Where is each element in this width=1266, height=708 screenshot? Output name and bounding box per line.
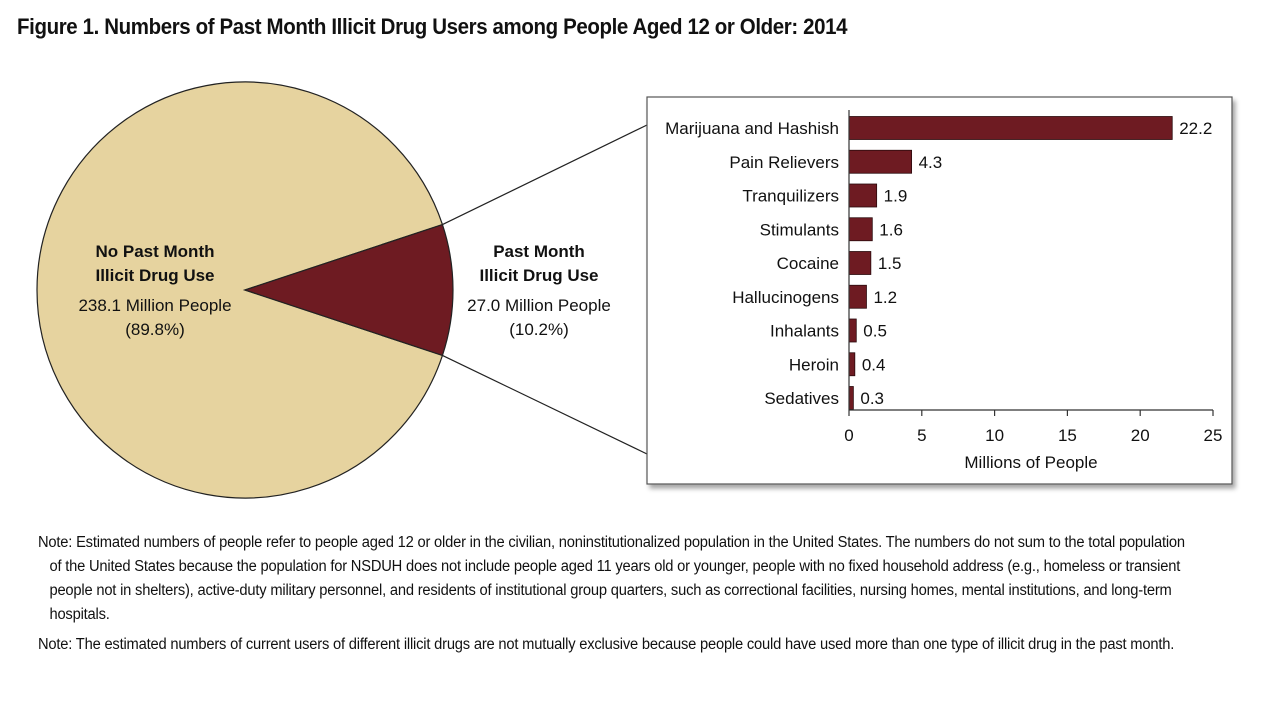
bar-sedatives [848,386,854,410]
pie-label-past-month-line2: Illicit Drug Use [479,266,598,285]
note-text-2: Note: The estimated numbers of current u… [38,636,1175,653]
pie-value-no-past-month: 238.1 Million People [78,296,231,315]
bar-tranquilizers [848,183,878,208]
bar-x-tick-label-25: 25 [1204,426,1223,445]
bar-x-tick-label-10: 10 [985,426,1004,445]
bar-value-label-pain-relievers: 4.3 [919,153,943,172]
connector-line-bottom [442,354,648,455]
pie-chart [36,81,454,499]
bar-value-label-hallucinogens: 1.2 [873,288,897,307]
bar-x-tick-label-20: 20 [1131,426,1150,445]
pie-label-past-month-line1: Past Month [493,242,585,261]
pie-slice-no-past-month-use [36,81,444,499]
bar-stimulants [848,217,873,242]
bar-pain-relievers [848,149,913,174]
connector-line-top [442,124,648,226]
pie-slice-past-month-use [243,223,454,357]
pie-label-no-past-month-use: No Past Month Illicit Drug Use 238.1 Mil… [78,242,231,339]
bar-value-label-inhalants: 0.5 [863,322,887,341]
bar-value-label-tranquilizers: 1.9 [884,187,908,206]
bar-category-label-pain-relievers: Pain Relievers [729,153,839,172]
pie-label-past-month-use: Past Month Illicit Drug Use 27.0 Million… [467,242,611,339]
note-text-1: Note: Estimated numbers of people refer … [38,534,1185,623]
bar-marijuana-and-hashish [848,116,1173,140]
bar-chart-panel [646,96,1233,485]
bar-value-label-sedatives: 0.3 [860,389,884,408]
note-not-exclusive: Note: The estimated numbers of current u… [38,633,1194,657]
pie-pct-no-past-month: (89.8%) [125,320,185,339]
bar-value-label-marijuana-and-hashish: 22.2 [1179,119,1212,138]
bar-category-label-hallucinogens: Hallucinogens [732,288,839,307]
bar-category-label-stimulants: Stimulants [760,220,839,239]
bar-x-tick-label-5: 5 [917,426,926,445]
bar-x-axis-label: Millions of People [964,453,1097,472]
bar-category-label-cocaine: Cocaine [777,254,839,273]
bar-category-label-sedatives: Sedatives [764,389,839,408]
bar-x-tick-label-0: 0 [844,426,853,445]
pie-label-no-past-month-line1: No Past Month [96,242,215,261]
pie-label-no-past-month-line2: Illicit Drug Use [95,266,214,285]
bar-chart: Marijuana and Hashish 22.2 Pain Relievers 4… [665,110,1222,445]
note-civilian-population: Note: Estimated numbers of people refer … [38,531,1194,627]
bar-inhalants [848,318,857,343]
bar-category-label-marijuana-and-hashish: Marijuana and Hashish [665,119,839,138]
bar-cocaine [848,251,872,275]
bar-category-label-heroin: Heroin [789,355,839,374]
bar-hallucinogens [848,284,867,309]
bar-category-label-inhalants: Inhalants [770,322,839,341]
bar-value-label-stimulants: 1.6 [879,220,903,239]
figure-title: Figure 1. Numbers of Past Month Illicit … [17,14,848,39]
pie-value-past-month: 27.0 Million People [467,296,611,315]
bar-x-tick-label-15: 15 [1058,426,1077,445]
bar-heroin [848,352,856,377]
bar-value-label-heroin: 0.4 [862,355,886,374]
bar-value-label-cocaine: 1.5 [878,254,902,273]
pie-pct-past-month: (10.2%) [509,320,569,339]
bar-category-label-tranquilizers: Tranquilizers [742,187,839,206]
